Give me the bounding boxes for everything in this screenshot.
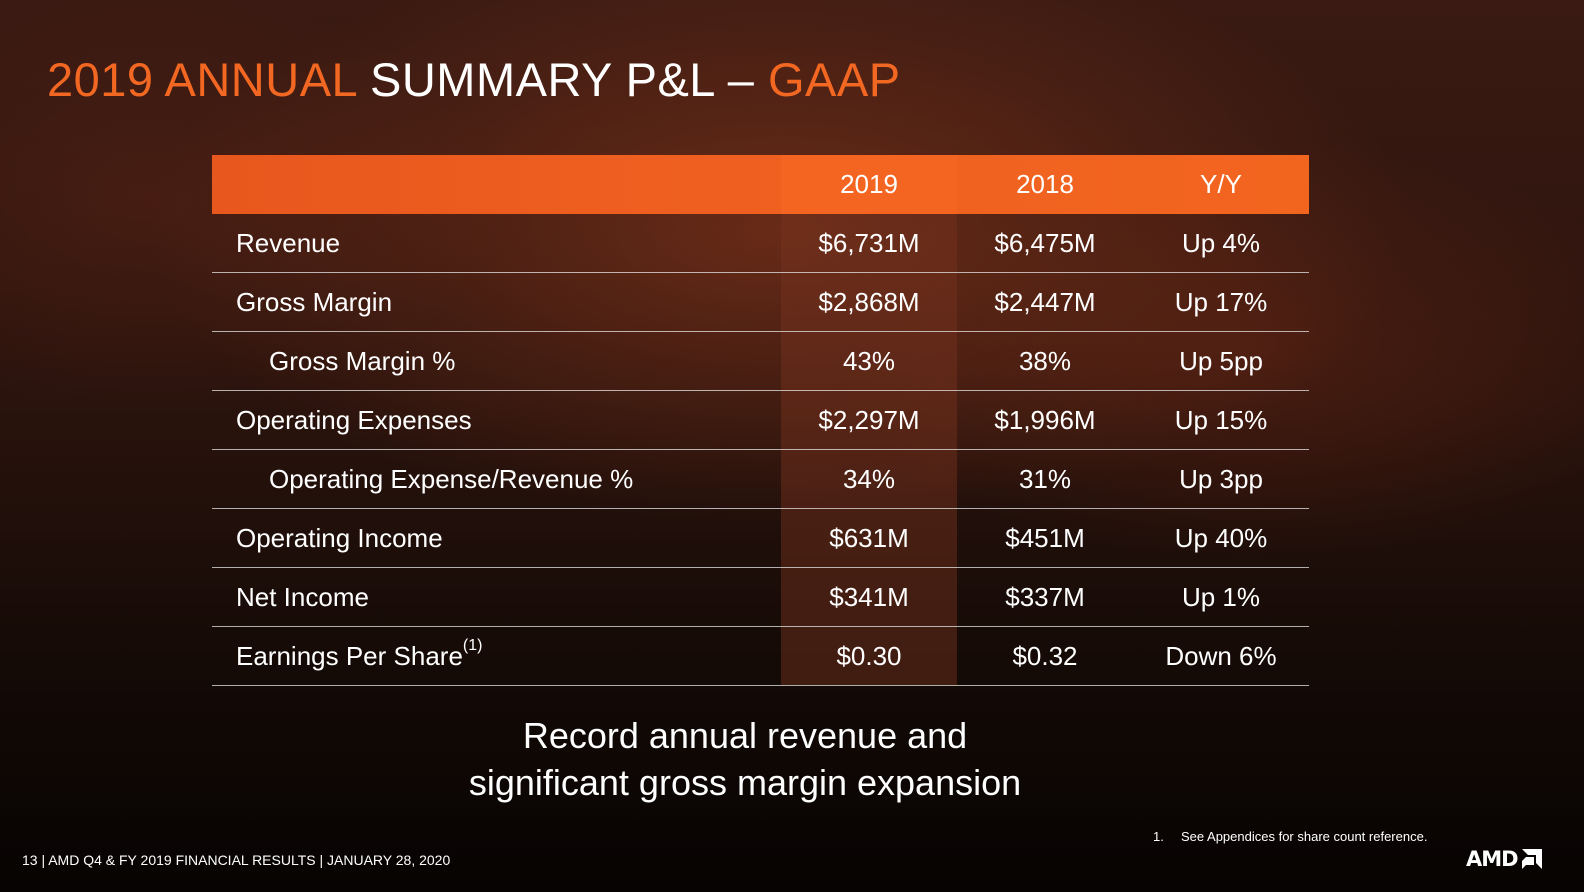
row-label: Revenue bbox=[236, 227, 341, 258]
value-yy: Up 15% bbox=[1174, 404, 1268, 435]
table-row: Net Income $341M $337M Up 1% bbox=[212, 568, 1309, 627]
amd-arrow-icon bbox=[1521, 849, 1542, 869]
value-yy: Up 40% bbox=[1174, 522, 1268, 553]
title-year-annual: 2019 ANNUAL bbox=[47, 53, 357, 106]
slide-footer: 13 | AMD Q4 & FY 2019 FINANCIAL RESULTS … bbox=[22, 852, 451, 868]
table-row: Operating Expense/Revenue % 34% 31% Up 3… bbox=[212, 450, 1309, 509]
table-row: Gross Margin $2,868M $2,447M Up 17% bbox=[212, 273, 1309, 332]
table-row: Operating Expenses $2,297M $1,996M Up 15… bbox=[212, 391, 1309, 450]
table-row: Operating Income $631M $451M Up 40% bbox=[212, 509, 1309, 568]
logo-text: AMD bbox=[1466, 847, 1519, 871]
tagline-line-1: Record annual revenue and bbox=[522, 715, 968, 756]
row-label-text: Earnings Per Share bbox=[236, 640, 463, 671]
value-2019: $631M bbox=[829, 522, 909, 553]
title-summary: SUMMARY P&L – bbox=[356, 53, 768, 106]
value-2019: 43% bbox=[842, 345, 896, 376]
value-2018: $2,447M bbox=[994, 286, 1096, 317]
value-2019: 34% bbox=[842, 463, 896, 494]
value-2018: $451M bbox=[1005, 522, 1085, 553]
pl-summary-table: 2019 2018 Y/Y Revenue $6,731M $6,475M Up… bbox=[212, 155, 1309, 686]
title-gaap: GAAP bbox=[767, 53, 901, 106]
page-title: 2019 ANNUAL SUMMARY P&L – GAAP bbox=[47, 52, 901, 107]
tagline-line-2: significant gross margin expansion bbox=[468, 762, 1022, 803]
row-label: Operating Income bbox=[236, 522, 443, 553]
value-2019: $2,868M bbox=[818, 286, 920, 317]
amd-logo: AMD bbox=[1466, 847, 1542, 871]
row-label: Net Income bbox=[236, 581, 369, 612]
value-yy: Up 3pp bbox=[1179, 463, 1263, 494]
table-row: Earnings Per Share(1) $0.30 $0.32 Down 6… bbox=[212, 627, 1309, 686]
value-yy: Up 1% bbox=[1181, 581, 1261, 612]
value-2019: $341M bbox=[829, 581, 909, 612]
table-header: 2019 2018 Y/Y bbox=[212, 155, 1309, 214]
value-yy: Up 17% bbox=[1174, 286, 1268, 317]
footnote-marker: (1) bbox=[462, 636, 483, 654]
footnote-number: 1. bbox=[1153, 829, 1164, 844]
value-2019: $0.30 bbox=[836, 640, 902, 671]
header-yy: Y/Y bbox=[1200, 169, 1242, 199]
row-label: Earnings Per Share(1) bbox=[212, 637, 781, 672]
value-2018: 31% bbox=[1018, 463, 1072, 494]
value-2018: $0.32 bbox=[1012, 640, 1078, 671]
value-2019: $6,731M bbox=[818, 227, 920, 258]
table-row: Revenue $6,731M $6,475M Up 4% bbox=[212, 214, 1309, 273]
value-2018: 38% bbox=[1018, 345, 1072, 376]
table-row: Gross Margin % 43% 38% Up 5pp bbox=[212, 332, 1309, 391]
header-2018: 2018 bbox=[1016, 169, 1074, 199]
header-blank-cell bbox=[212, 155, 781, 214]
value-yy: Up 5pp bbox=[1179, 345, 1263, 376]
row-label: Gross Margin bbox=[236, 286, 393, 317]
value-yy: Up 4% bbox=[1181, 227, 1261, 258]
value-2018: $6,475M bbox=[994, 227, 1096, 258]
tagline: Record annual revenue and significant gr… bbox=[0, 712, 1490, 806]
row-label: Operating Expenses bbox=[236, 404, 472, 435]
value-2018: $337M bbox=[1005, 581, 1085, 612]
row-label: Gross Margin % bbox=[269, 345, 456, 376]
footnote: 1. See Appendices for share count referen… bbox=[1153, 829, 1427, 844]
header-2019: 2019 bbox=[781, 155, 957, 214]
value-yy: Down 6% bbox=[1165, 640, 1277, 671]
value-2018: $1,996M bbox=[994, 404, 1096, 435]
row-label: Operating Expense/Revenue % bbox=[269, 463, 634, 494]
footnote-text: See Appendices for share count reference… bbox=[1181, 829, 1428, 844]
value-2019: $2,297M bbox=[818, 404, 920, 435]
